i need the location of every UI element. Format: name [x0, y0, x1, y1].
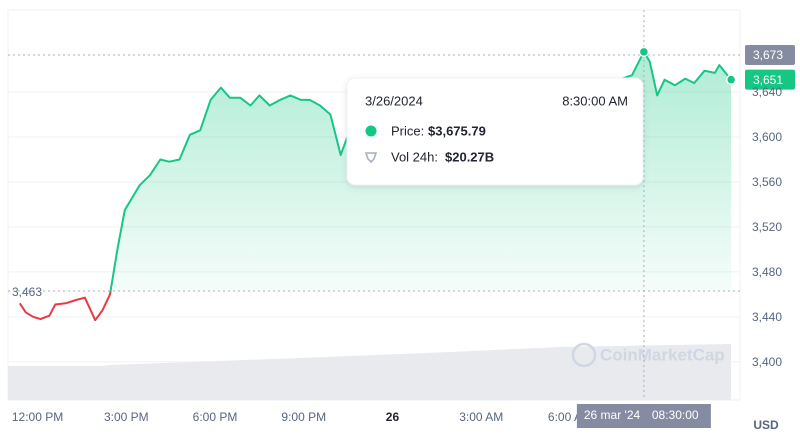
watermark: CoinMarketCap [571, 342, 725, 368]
x-tick-label: 12:00 PM [12, 410, 63, 424]
tooltip-price: $3,675.79 [428, 123, 486, 138]
crosshair-price-tag [745, 44, 795, 65]
y-tick-label: 3,640 [752, 85, 782, 99]
tooltip-date: 3/26/2024 [365, 93, 423, 108]
hover-point [638, 46, 650, 58]
price-line [18, 50, 732, 322]
x-tick-label: 3:00 PM [104, 410, 149, 424]
crosshair-time-label: 08:30:00 [652, 408, 699, 422]
crosshair-price-label: 3,673 [753, 48, 783, 62]
tooltip-volume-label: Vol 24h: [391, 149, 438, 164]
tooltip-volume: $20.27B [445, 149, 494, 164]
baseline-label: 3,463 [12, 285, 42, 299]
crosshair-time-tag [576, 404, 711, 428]
price-icon [365, 125, 377, 137]
y-tick-label: 3,600 [752, 130, 782, 144]
y-tick-label: 3,480 [752, 265, 782, 279]
volume-band [8, 344, 731, 400]
volume-icon [364, 152, 378, 164]
y-tick-label: 3,400 [752, 355, 782, 369]
x-tick-label: 9:00 PM [281, 410, 326, 424]
last-price-label: 3,651 [753, 73, 783, 87]
y-tick-label: 3,560 [752, 175, 782, 189]
y-tick-label: 3,440 [752, 310, 782, 324]
x-tick-label: 3:00 AM [459, 410, 503, 424]
x-tick-label: 26 [386, 410, 400, 424]
y-tick-label: 3,520 [752, 220, 782, 234]
last-price-tag [745, 69, 795, 90]
tooltip [346, 77, 644, 186]
currency: USD [753, 418, 779, 432]
tooltip-time: 8:30:00 AM [562, 93, 628, 108]
watermark-text: CoinMarketCap [600, 345, 725, 364]
last-point [725, 74, 737, 85]
crosshair-date-label: 26 mar '24 [584, 408, 641, 422]
x-tick-label: 6:00 PM [193, 410, 238, 424]
tooltip-price-label: Price: [391, 123, 424, 138]
